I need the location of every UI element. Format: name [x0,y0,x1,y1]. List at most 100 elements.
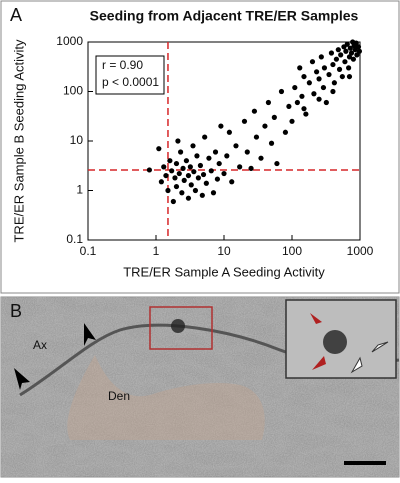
inset-particle [323,330,347,354]
point [185,172,192,179]
point [233,143,239,149]
white-arrowhead [371,341,389,353]
point [180,165,186,171]
point [224,153,230,159]
point [348,50,355,56]
point [333,56,340,62]
point [200,171,207,178]
point [173,183,180,190]
point [346,65,352,71]
y-tick-label: 1000 [56,34,83,48]
scale-bar [344,461,386,465]
point [218,123,224,129]
x-axis-label: TRE/ER Sample A Seeding Activity [123,264,325,279]
point [311,91,317,97]
point [190,143,196,149]
point [306,80,312,86]
red-arrowhead [310,313,322,324]
micrograph-label: Ax [33,338,47,352]
annotation: p < 0.0001 [102,75,159,89]
point [331,80,337,86]
point [309,59,316,65]
y-tick-label: 10 [70,133,84,147]
x-tick-label: 10 [217,244,231,258]
point [289,118,295,124]
point [355,44,362,50]
point [172,175,178,181]
point [199,192,205,198]
x-tick-label: 1000 [347,244,374,258]
point [347,45,353,51]
point [274,160,280,167]
point [179,190,185,196]
point [336,66,343,72]
point [343,48,349,54]
point [271,114,277,120]
point [165,187,171,194]
point [316,76,322,82]
plot: 0.1 1 10 100 1000 0.1 1 10 100 1000 r = 0.90 p < 0.… [56,34,373,258]
black-arrowhead [14,368,30,390]
point [265,99,272,106]
point [173,160,180,167]
point [203,180,209,186]
point [344,41,350,47]
point [177,149,184,155]
y-axis-label: TRE/ER Sample B Seeding Activity [11,39,26,243]
point [338,52,344,58]
point [191,169,197,175]
dendrite-region [67,355,265,440]
point [297,65,303,71]
point [316,96,322,102]
point [226,129,232,135]
point [181,177,187,183]
point [202,134,208,140]
point [278,88,285,95]
white-arrowhead [350,356,363,374]
point [346,73,353,80]
point [170,198,176,205]
point [282,129,289,135]
synapse-particle [171,319,185,333]
point [188,182,194,188]
point [185,195,192,201]
point [161,164,167,170]
point [210,190,217,196]
point [318,54,324,60]
point [253,134,260,140]
point [194,153,200,159]
point [262,123,268,129]
point [320,84,327,91]
point [241,118,248,124]
point [248,165,254,171]
x-tick-label: 100 [282,244,302,258]
point [313,69,320,75]
point [303,111,309,117]
point [214,176,221,182]
point [323,99,329,106]
selection-box [149,306,213,350]
x-tick-label: 0.1 [80,244,97,258]
point [356,48,363,54]
point [183,158,190,164]
point [350,56,357,62]
point [221,170,227,177]
point [176,170,182,177]
point [216,160,222,167]
point [301,106,307,112]
point [212,149,219,155]
point [167,158,173,164]
point [192,187,199,194]
point [195,175,201,181]
point [156,146,162,152]
panel-label: A [10,5,22,25]
chart-title: Seeding from Adjacent TRE/ER Samples [90,8,359,24]
panel-label: B [10,301,22,321]
y-tick-label: 100 [63,84,83,98]
point [268,140,275,146]
point [206,155,212,161]
point [197,162,204,169]
point [299,93,305,99]
point [294,99,300,106]
